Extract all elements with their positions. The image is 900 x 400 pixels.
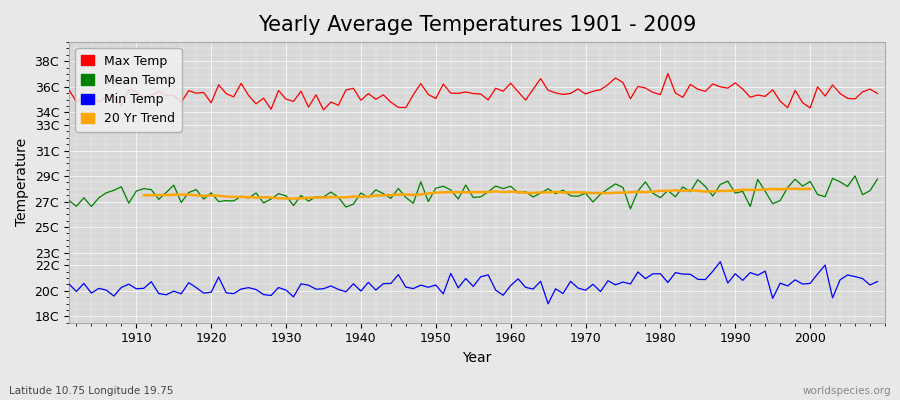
X-axis label: Year: Year [463, 351, 491, 365]
Text: worldspecies.org: worldspecies.org [803, 386, 891, 396]
Y-axis label: Temperature: Temperature [15, 138, 29, 226]
Legend: Max Temp, Mean Temp, Min Temp, 20 Yr Trend: Max Temp, Mean Temp, Min Temp, 20 Yr Tre… [76, 48, 182, 132]
Title: Yearly Average Temperatures 1901 - 2009: Yearly Average Temperatures 1901 - 2009 [257, 15, 696, 35]
Text: Latitude 10.75 Longitude 19.75: Latitude 10.75 Longitude 19.75 [9, 386, 174, 396]
